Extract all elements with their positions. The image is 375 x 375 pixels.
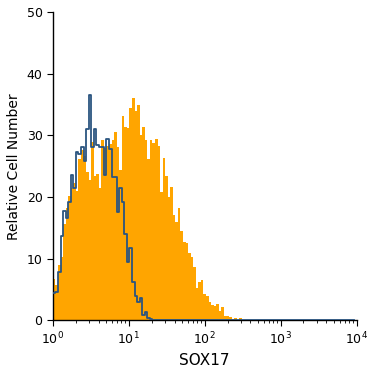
- Y-axis label: Relative Cell Number: Relative Cell Number: [7, 93, 21, 240]
- X-axis label: SOX17: SOX17: [180, 353, 230, 368]
